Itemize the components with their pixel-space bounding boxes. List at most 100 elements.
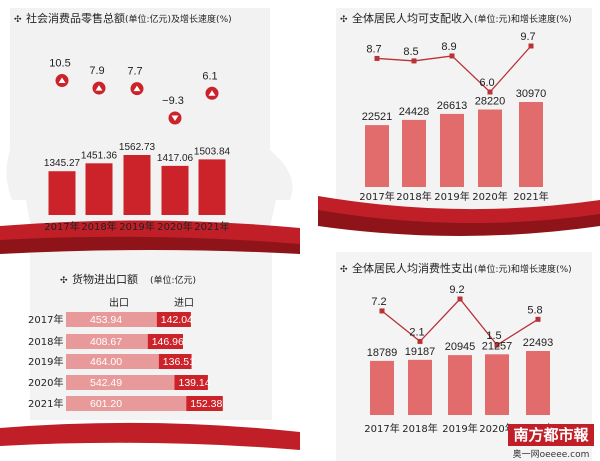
chart2-title-unit: (单位:元)和增长速度(%) (474, 13, 572, 25)
c2-growth-label: 8.9 (441, 41, 456, 53)
chart2-growth-line: 8.7 8.5 8.9 6.0 9.7 (366, 31, 536, 95)
c4-growth-point (457, 296, 463, 302)
chart4-title: 全体居民人均消费性支出 (352, 261, 473, 275)
chart1-title-icon: ✣ (14, 15, 22, 25)
chart2-value-labels: 22521 24428 26613 28220 30970 (362, 88, 547, 123)
chart1-category-label: 2020年 (157, 220, 192, 233)
c2-value-label: 22521 (362, 111, 393, 123)
c2-bar (519, 102, 543, 187)
chart3-export-label: 408.67 (90, 336, 122, 348)
chart-retail-sales: ✣ 社会消费品零售总额 (单位:亿元)及增长速度(%) 1345.271451.… (14, 11, 232, 233)
c2-growth-point (528, 43, 534, 49)
chart1-growth-label: 10.5 (49, 58, 70, 70)
c4-bar (485, 354, 509, 415)
chart1-value-label: 1503.84 (194, 146, 231, 157)
chart3-import-bar (158, 354, 192, 369)
c4-category-label: 2017年 (364, 422, 399, 435)
chart1-bar (161, 165, 189, 215)
growth-up-icon (58, 77, 66, 84)
chart1-growth-markers: 10.5 7.9 7.7 −9.3 6.1 (49, 58, 219, 125)
c4-value-label: 22493 (523, 337, 554, 349)
chart3-category-label: 2021年 (28, 397, 63, 410)
chart1-title-unit: (单位:亿元)及增长速度(%) (125, 13, 232, 25)
c2-growth-label: 6.0 (479, 77, 494, 89)
chart1-bar (85, 163, 113, 215)
chart3-category-label: 2017年 (28, 313, 63, 326)
chart3-import-label: 142.04 (161, 314, 193, 326)
chart1-value-label: 1345.27 (44, 158, 81, 169)
chart1-bar (48, 171, 76, 215)
c2-growth-label: 8.5 (403, 46, 418, 58)
c4-category-label: 2020年 (479, 422, 514, 435)
newspaper-logo: 南方都市報 奥一网oeeee.com (508, 424, 594, 460)
growth-up-icon (208, 90, 216, 96)
c2-growth-point (487, 89, 493, 95)
chart3-import-bar (174, 375, 208, 390)
c4-growth-point (535, 316, 541, 322)
c2-growth-point (449, 53, 455, 59)
chart1-value-label: 1451.36 (81, 150, 118, 161)
chart3-import-label: 139.14 (178, 377, 210, 389)
c2-category-label: 2017年 (359, 190, 394, 203)
c2-bar (402, 119, 426, 187)
chart2-title: 全体居民人均可支配收入 (352, 11, 473, 25)
growth-up-icon (95, 85, 103, 91)
chart3-export-label: 453.94 (90, 314, 122, 326)
logo-name: 南方都市報 (513, 426, 589, 444)
chart3-export-bar (66, 334, 148, 349)
chart1-bar (123, 155, 151, 215)
c4-growth-label: 5.8 (527, 304, 542, 316)
chart1-growth-label: 7.9 (89, 65, 104, 77)
c4-growth-point (417, 338, 423, 344)
c4-category-label: 2019年 (442, 422, 477, 435)
c4-value-label: 18789 (367, 347, 398, 359)
c2-bar (365, 125, 389, 187)
chart3-import-label: 136.51 (163, 356, 195, 368)
chart3-category-label: 2020年 (28, 376, 63, 389)
chart-disposable-income: ✣ 全体居民人均可支配收入 (单位:元)和增长速度(%) 8.7 8.5 8.9 6.… (340, 11, 572, 203)
c4-growth-label: 7.2 (371, 296, 386, 308)
c4-bar (408, 359, 432, 415)
chart1-category-label: 2019年 (119, 220, 154, 233)
chart3-category-label: 2019年 (28, 355, 63, 368)
chart1-growth-label: 6.1 (202, 70, 217, 82)
chart3-legend-import: 进口 (174, 297, 194, 309)
c4-bar (448, 355, 472, 415)
chart3-title-icon: ✣ (60, 276, 68, 286)
c4-category-label: 2018年 (402, 422, 437, 435)
c2-category-label: 2021年 (513, 190, 548, 203)
chart3-export-bar (66, 396, 187, 411)
chart1-bars (48, 155, 226, 215)
chart3-category-label: 2018年 (28, 335, 63, 348)
c2-growth-label: 9.7 (520, 31, 535, 43)
chart1-category-label: 2021年 (194, 220, 229, 233)
c2-value-label: 28220 (475, 96, 506, 108)
chart1-value-label: 1417.06 (157, 153, 194, 164)
chart4-title-unit: (单位:元)和增长速度(%) (474, 263, 572, 275)
c4-bar (370, 360, 394, 415)
chart3-rows: 2017年 453.94 142.04 2018年 408.67 146.96 2019年 4… (28, 312, 223, 411)
chart3-export-bar (66, 375, 175, 390)
c2-category-label: 2020年 (472, 190, 507, 203)
c2-category-label: 2019年 (434, 190, 469, 203)
chart4-growth-line: 7.2 2.1 9.2 1.5 5.8 (371, 284, 543, 348)
chart3-import-label: 146.96 (152, 336, 184, 348)
c2-growth-label: 8.7 (366, 43, 381, 55)
c2-bar (478, 109, 502, 187)
c2-value-label: 24428 (399, 106, 430, 118)
c4-value-label: 19187 (405, 346, 436, 358)
c4-value-label: 21257 (482, 340, 513, 352)
chart3-import-label: 152.38 (190, 398, 222, 410)
c4-growth-point (494, 342, 500, 348)
chart3-import-bar (186, 396, 223, 411)
chart1-category-labels: 2017年 2018年 2019年 2020年 2021年 (44, 220, 229, 233)
chart1-bar (198, 159, 226, 215)
chart2-title-icon: ✣ (340, 15, 348, 25)
logo-box (508, 424, 594, 446)
chart2-bars (365, 102, 543, 187)
chart3-import-bar (147, 334, 184, 349)
c4-growth-label: 1.5 (486, 330, 501, 342)
logo-site: 奥一网oeeee.com (513, 448, 590, 460)
